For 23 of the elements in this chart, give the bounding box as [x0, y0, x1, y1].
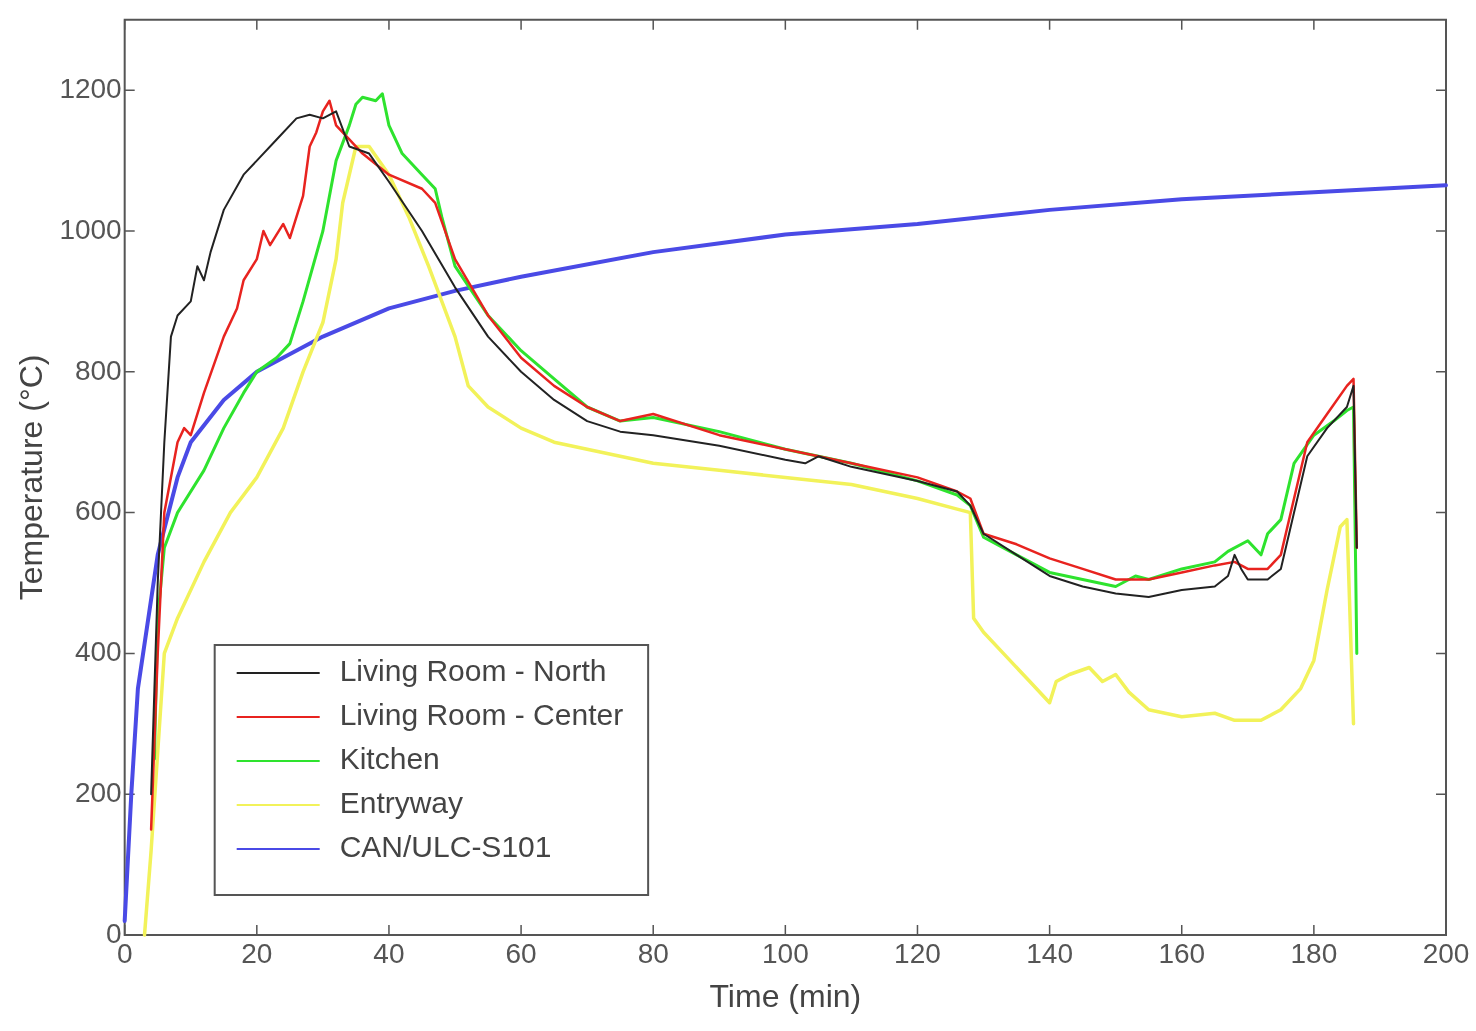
- y-tick-label: 1200: [59, 72, 122, 104]
- x-tick-label: 60: [505, 937, 537, 969]
- x-tick-label: 120: [894, 937, 941, 969]
- y-tick-label: 400: [74, 636, 122, 668]
- x-tick-label: 40: [373, 937, 405, 969]
- legend-label: Living Room - Center: [339, 698, 624, 732]
- x-tick-label: 180: [1290, 937, 1338, 969]
- y-tick-label: 1000: [59, 213, 122, 245]
- y-tick-label: 200: [74, 776, 122, 808]
- legend-label: CAN/ULC-S101: [339, 830, 552, 864]
- legend-label: Living Room - North: [339, 654, 607, 688]
- x-tick-label: 140: [1026, 937, 1073, 969]
- y-tick-label: 800: [74, 354, 122, 386]
- legend-label: Entryway: [339, 786, 464, 820]
- x-tick-label: 100: [761, 937, 809, 969]
- x-tick-label: 20: [241, 937, 273, 969]
- x-tick-label: 200: [1422, 937, 1470, 969]
- x-tick-label: 160: [1158, 937, 1206, 969]
- y-axis-title: Temperature (°C): [13, 354, 50, 601]
- legend-label: Kitchen: [339, 742, 440, 776]
- x-axis-title: Time (min): [709, 977, 862, 1014]
- y-tick-label: 600: [74, 495, 122, 527]
- x-tick-label: 80: [637, 937, 669, 969]
